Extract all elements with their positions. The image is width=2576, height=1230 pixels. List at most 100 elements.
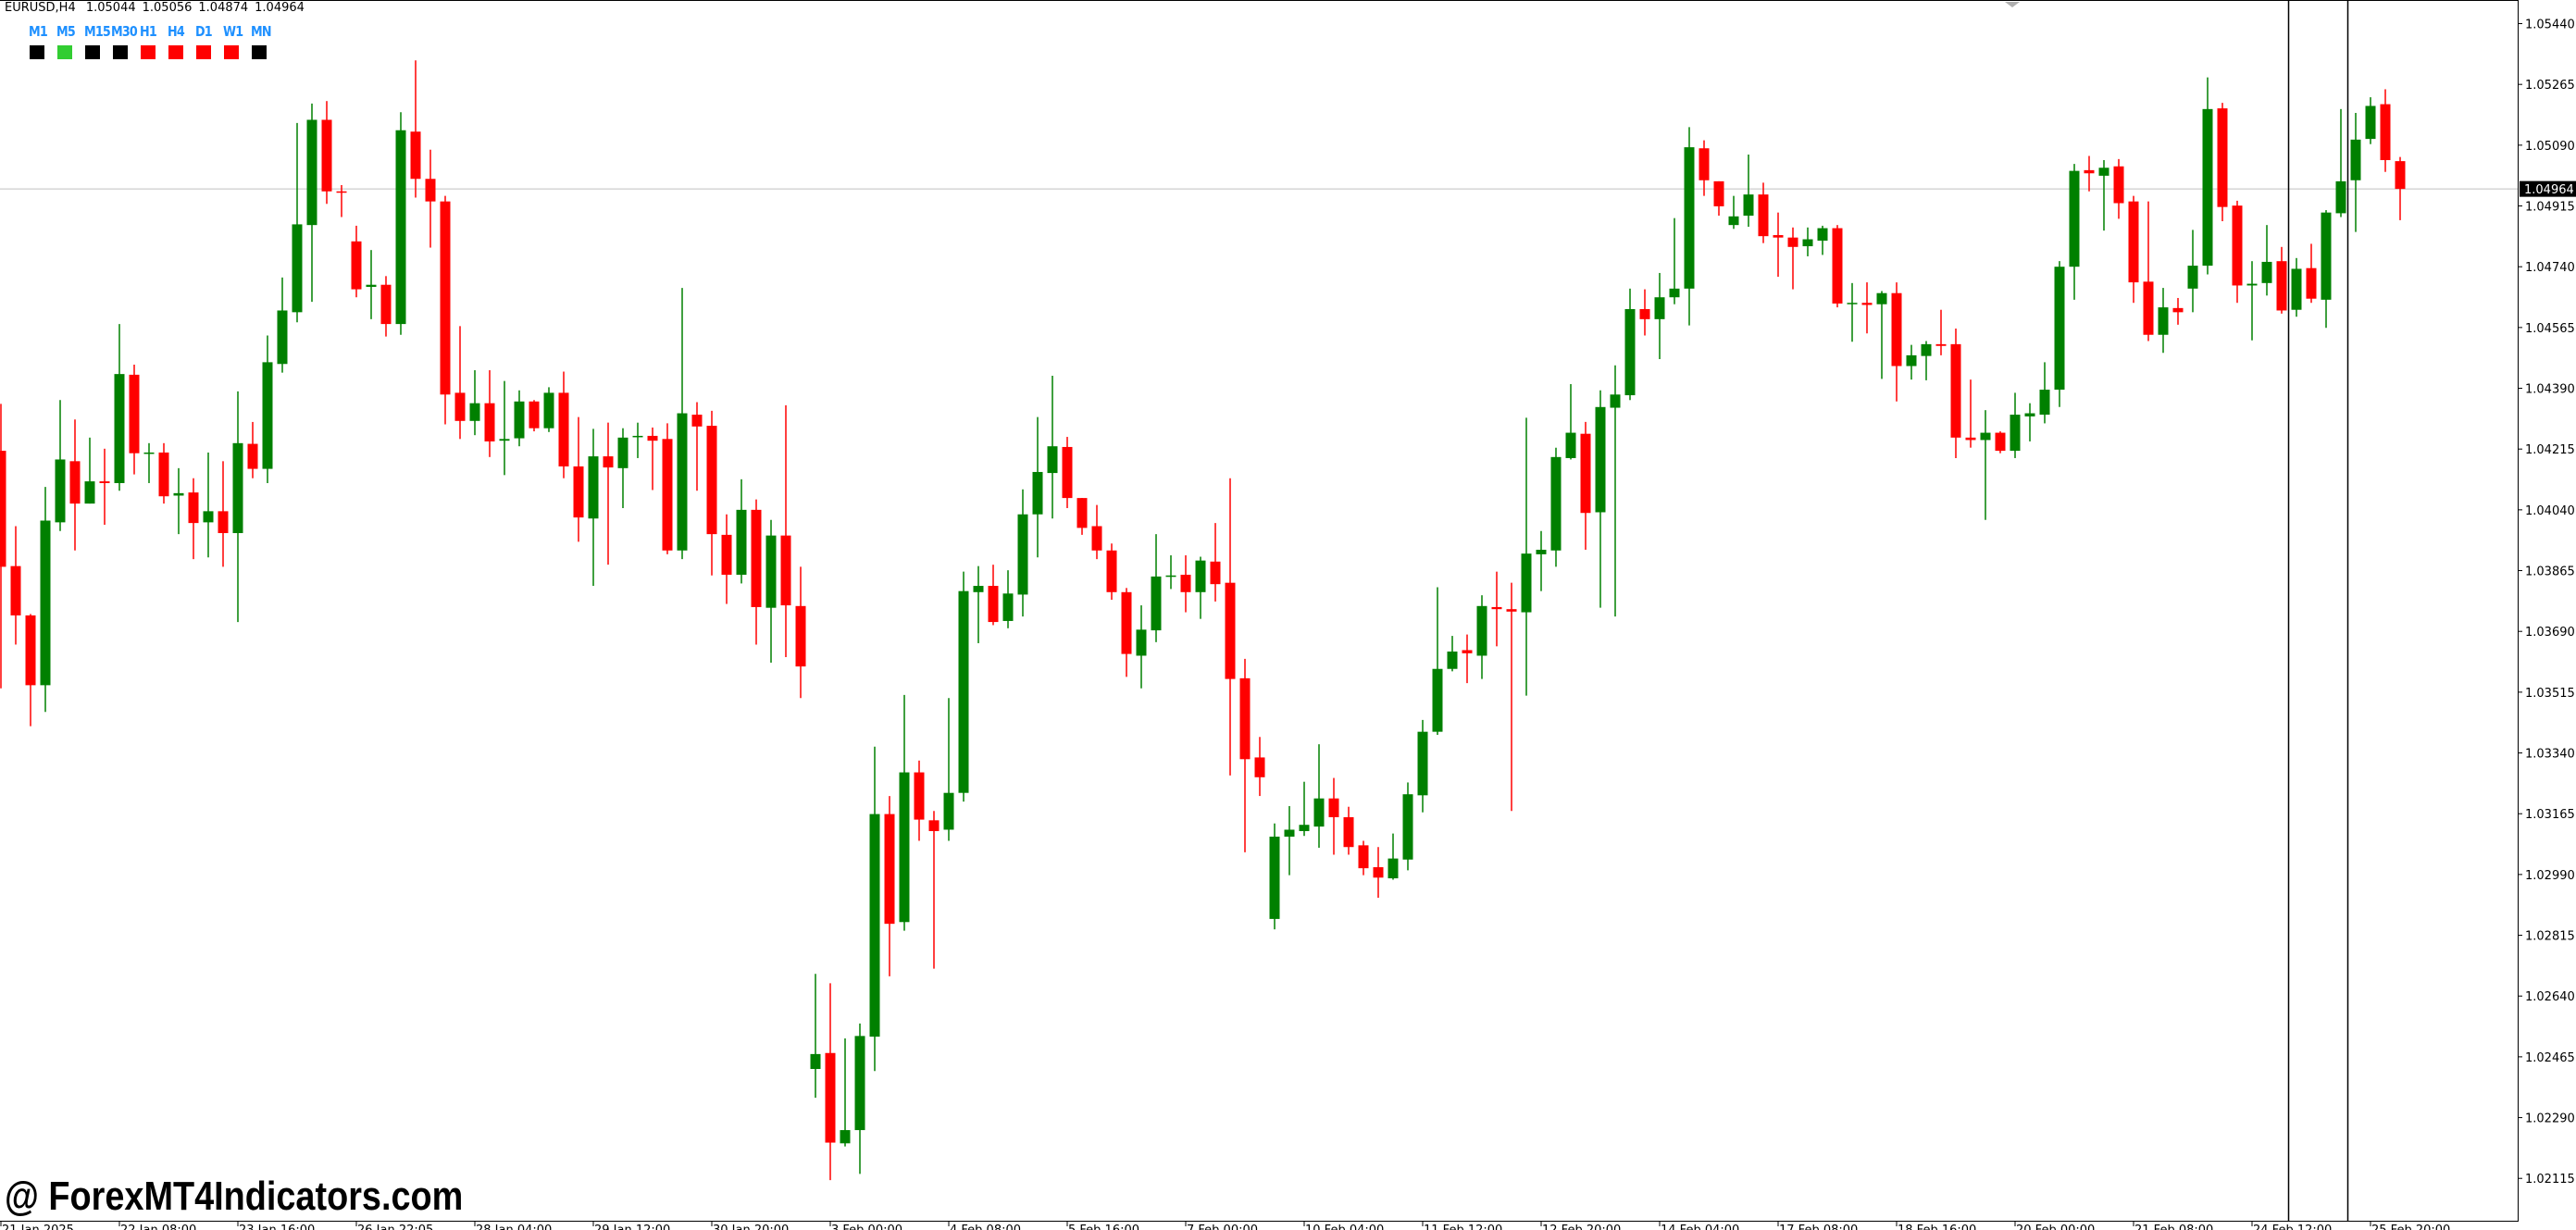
- bearish-candle[interactable]: [1254, 737, 1265, 797]
- bullish-candle[interactable]: [2024, 403, 2035, 441]
- bearish-candle[interactable]: [410, 60, 421, 198]
- bullish-candle[interactable]: [1876, 291, 1887, 379]
- bearish-candle[interactable]: [721, 514, 732, 604]
- bullish-candle[interactable]: [2261, 225, 2272, 296]
- bearish-candle[interactable]: [751, 499, 762, 645]
- bullish-candle[interactable]: [1624, 288, 1636, 401]
- bullish-candle[interactable]: [1521, 417, 1532, 696]
- bearish-candle[interactable]: [336, 185, 347, 217]
- timeframe-m30[interactable]: M30: [111, 23, 138, 40]
- bearish-candle[interactable]: [158, 442, 169, 504]
- bullish-candle[interactable]: [1002, 570, 1014, 628]
- bullish-candle[interactable]: [1047, 376, 1058, 519]
- bullish-candle[interactable]: [2098, 159, 2109, 231]
- bearish-candle[interactable]: [1210, 523, 1221, 602]
- bullish-candle[interactable]: [40, 487, 51, 713]
- bullish-candle[interactable]: [543, 387, 554, 432]
- bearish-candle[interactable]: [1580, 421, 1591, 551]
- bullish-candle[interactable]: [203, 452, 214, 558]
- bullish-candle[interactable]: [1269, 823, 1280, 930]
- bearish-candle[interactable]: [2143, 201, 2154, 342]
- bullish-candle[interactable]: [2335, 108, 2346, 217]
- bearish-candle[interactable]: [529, 400, 540, 432]
- bearish-candle[interactable]: [440, 195, 451, 425]
- bullish-candle[interactable]: [632, 422, 643, 458]
- bullish-candle[interactable]: [2291, 257, 2302, 317]
- bearish-candle[interactable]: [1713, 180, 1724, 217]
- bearish-candle[interactable]: [1358, 840, 1369, 876]
- bullish-candle[interactable]: [306, 103, 317, 303]
- bullish-candle[interactable]: [1743, 154, 1754, 228]
- bullish-candle[interactable]: [810, 974, 821, 1099]
- bullish-candle[interactable]: [1728, 195, 1739, 230]
- bearish-candle[interactable]: [454, 326, 466, 440]
- bullish-candle[interactable]: [1151, 534, 1162, 642]
- bearish-candle[interactable]: [2113, 158, 2124, 219]
- bearish-candle[interactable]: [795, 566, 806, 699]
- bullish-candle[interactable]: [1284, 805, 1295, 876]
- bearish-candle[interactable]: [0, 404, 6, 689]
- bearish-candle[interactable]: [1965, 379, 1976, 448]
- bullish-candle[interactable]: [277, 277, 288, 373]
- bullish-candle[interactable]: [1906, 344, 1917, 380]
- bearish-candle[interactable]: [1076, 498, 1088, 535]
- bearish-candle[interactable]: [1225, 478, 1236, 776]
- bearish-candle[interactable]: [558, 371, 569, 478]
- bullish-candle[interactable]: [114, 324, 125, 491]
- bearish-candle[interactable]: [647, 427, 658, 491]
- bearish-candle[interactable]: [25, 614, 36, 727]
- timeframe-d1[interactable]: D1: [195, 23, 213, 40]
- bullish-candle[interactable]: [84, 437, 95, 504]
- bearish-candle[interactable]: [988, 565, 999, 626]
- bearish-candle[interactable]: [1758, 182, 1769, 243]
- bearish-candle[interactable]: [2306, 243, 2317, 304]
- bullish-candle[interactable]: [292, 122, 303, 323]
- bullish-candle[interactable]: [1550, 447, 1562, 567]
- bullish-candle[interactable]: [514, 390, 525, 447]
- bullish-candle[interactable]: [1195, 556, 1206, 619]
- bearish-candle[interactable]: [2380, 89, 2391, 172]
- bullish-candle[interactable]: [1669, 217, 1680, 304]
- bearish-candle[interactable]: [1995, 431, 2006, 453]
- timeframe-mn[interactable]: MN: [251, 23, 272, 40]
- bullish-candle[interactable]: [55, 400, 66, 531]
- bullish-candle[interactable]: [1432, 587, 1443, 736]
- bearish-candle[interactable]: [10, 526, 21, 645]
- bearish-candle[interactable]: [1343, 806, 1354, 855]
- bullish-candle[interactable]: [2158, 288, 2169, 354]
- bearish-candle[interactable]: [69, 419, 81, 551]
- bearish-candle[interactable]: [780, 404, 791, 657]
- bullish-candle[interactable]: [1654, 272, 1665, 360]
- timeframe-m5[interactable]: M5: [56, 23, 76, 40]
- timeframe-m15[interactable]: M15: [84, 23, 111, 40]
- bullish-candle[interactable]: [1595, 390, 1606, 608]
- bullish-candle[interactable]: [262, 335, 273, 483]
- bearish-candle[interactable]: [706, 410, 717, 576]
- bearish-candle[interactable]: [1935, 309, 1947, 355]
- bullish-candle[interactable]: [1136, 605, 1147, 689]
- bullish-candle[interactable]: [736, 478, 747, 584]
- bearish-candle[interactable]: [1121, 588, 1132, 677]
- bearish-candle[interactable]: [484, 370, 495, 457]
- bearish-candle[interactable]: [1091, 504, 1102, 560]
- bullish-candle[interactable]: [854, 1023, 865, 1174]
- bearish-candle[interactable]: [1950, 328, 1961, 458]
- bullish-candle[interactable]: [499, 380, 510, 476]
- timeframe-m1[interactable]: M1: [29, 23, 48, 40]
- bearish-candle[interactable]: [928, 811, 940, 969]
- bullish-candle[interactable]: [869, 746, 880, 1072]
- bullish-candle[interactable]: [840, 1037, 851, 1147]
- bearish-candle[interactable]: [2084, 155, 2095, 192]
- bearish-candle[interactable]: [1328, 777, 1339, 855]
- bullish-candle[interactable]: [1610, 365, 1621, 617]
- bullish-candle[interactable]: [2365, 97, 2376, 144]
- bearish-candle[interactable]: [914, 760, 925, 841]
- bullish-candle[interactable]: [2039, 362, 2050, 424]
- bearish-candle[interactable]: [1787, 227, 1798, 290]
- bullish-candle[interactable]: [2010, 392, 2021, 458]
- bullish-candle[interactable]: [1684, 127, 1695, 326]
- bearish-candle[interactable]: [380, 276, 392, 337]
- bearish-candle[interactable]: [662, 423, 673, 554]
- bullish-candle[interactable]: [2321, 210, 2332, 329]
